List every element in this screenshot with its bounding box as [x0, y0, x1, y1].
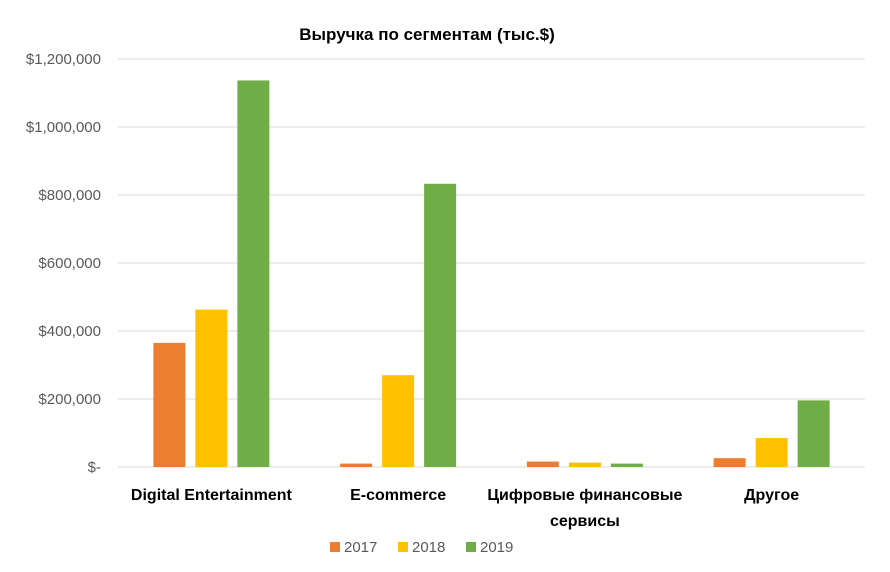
- legend-swatch: [330, 542, 340, 552]
- chart-title: Выручка по сегментам (тыс.$): [299, 25, 555, 44]
- bar-2019-1: [424, 183, 457, 467]
- y-tick-label: $1,000,000: [26, 119, 101, 136]
- y-tick-label: $1,200,000: [26, 51, 101, 68]
- y-axis: $- $200,000 $400,000 $600,000 $800,000 $1,000…: [26, 51, 101, 476]
- bar-2018-1: [382, 375, 415, 467]
- bar-2018-3: [755, 438, 788, 467]
- x-tick-label: Digital Entertainment: [131, 487, 293, 504]
- bars: [153, 80, 830, 468]
- bar-2017-2: [526, 461, 559, 467]
- bar-2019-0: [237, 80, 270, 468]
- legend: 2017 2018 2019: [330, 539, 513, 556]
- legend-swatch: [466, 542, 476, 552]
- bar-2018-2: [568, 462, 601, 467]
- legend-label: 2019: [480, 539, 513, 556]
- bar-2018-0: [195, 309, 228, 467]
- y-tick-label: $200,000: [38, 391, 101, 408]
- bar-2017-3: [713, 458, 746, 467]
- y-tick-label: $400,000: [38, 323, 101, 340]
- bar-2017-1: [340, 463, 373, 467]
- y-tick-label: $600,000: [38, 255, 101, 272]
- x-tick-label: E-commerce: [350, 487, 446, 504]
- gridlines: [118, 58, 865, 468]
- bar-2019-2: [610, 463, 643, 467]
- bar-2019-3: [797, 400, 830, 467]
- x-tick-label: Другое: [744, 487, 799, 504]
- bar-2017-0: [153, 342, 186, 467]
- legend-label: 2018: [412, 539, 445, 556]
- x-tick-label: Цифровые финансовые: [487, 487, 682, 504]
- legend-swatch: [398, 542, 408, 552]
- y-tick-label: $800,000: [38, 187, 101, 204]
- y-tick-label: $-: [88, 459, 101, 476]
- x-axis: Digital Entertainment E-commerce Цифровые …: [131, 487, 799, 530]
- legend-label: 2017: [344, 539, 377, 556]
- x-tick-label: сервисы: [550, 513, 620, 530]
